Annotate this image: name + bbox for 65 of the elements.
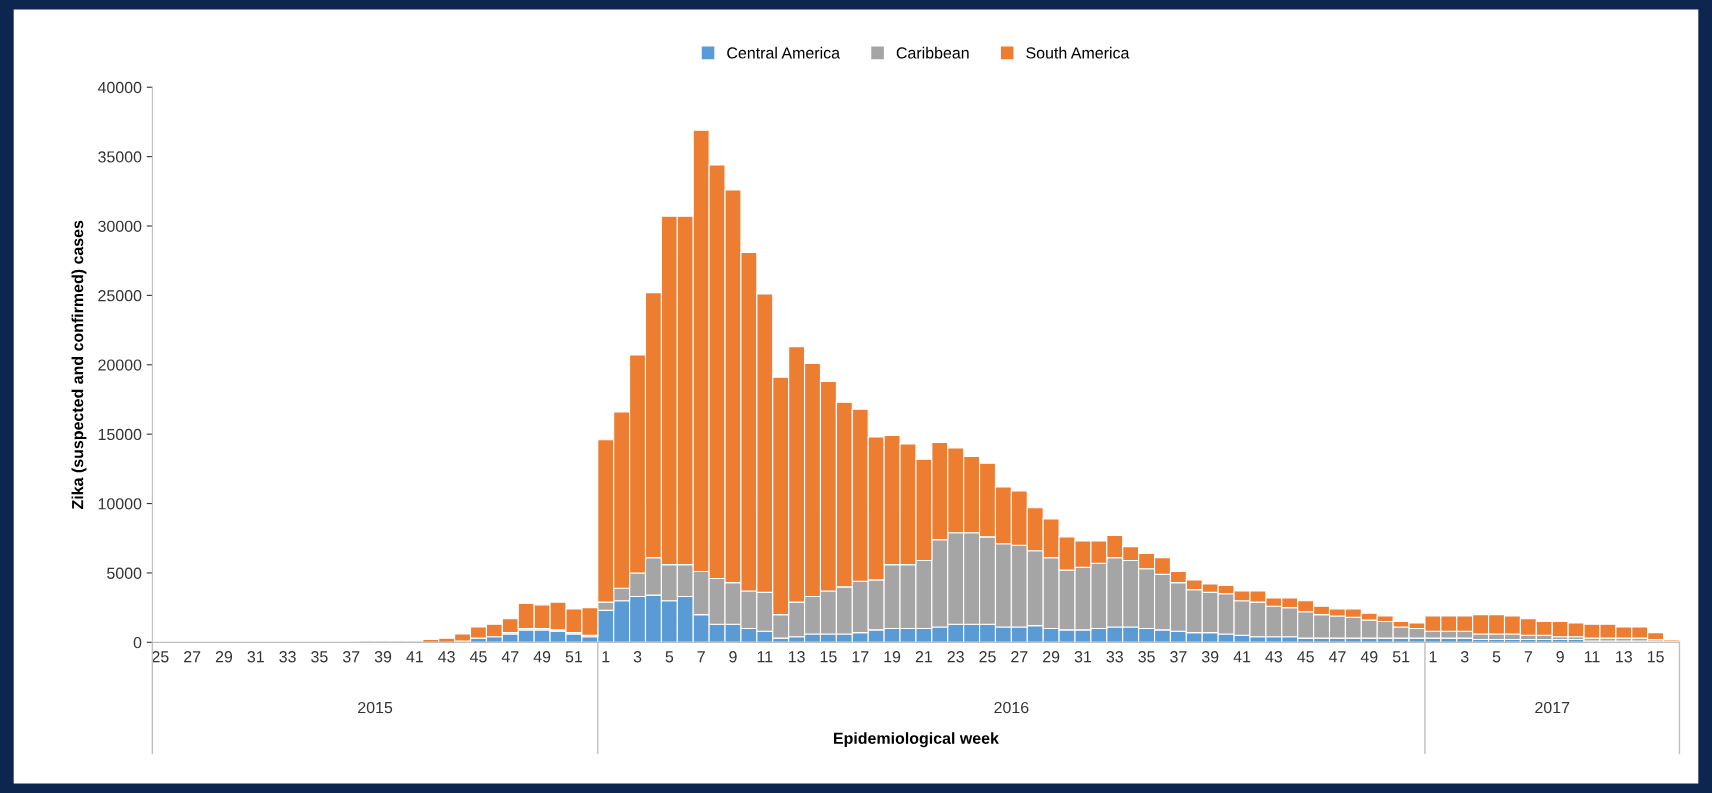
x-tick-label: 39 — [374, 651, 392, 663]
x-tick-label: 47 — [501, 651, 519, 663]
x-tick-label: 3 — [1460, 651, 1469, 663]
x-tick-label: 31 — [247, 651, 264, 663]
legend-label: Central America — [727, 46, 841, 59]
x-tick-label: 21 — [915, 651, 932, 663]
y-tick-label: 40000 — [97, 81, 142, 94]
x-tick-label: 41 — [1233, 651, 1251, 663]
x-tick-label: 13 — [1616, 651, 1632, 663]
x-tick-label: 31 — [1074, 651, 1092, 663]
x-tick-label: 7 — [1524, 651, 1532, 663]
x-tick-label: 37 — [342, 651, 360, 663]
x-tick-label: 9 — [1556, 651, 1564, 663]
x-tick-label: 35 — [1138, 651, 1155, 663]
y-tick-label: 15000 — [98, 428, 142, 441]
x-tick-label: 51 — [565, 651, 583, 663]
x-tick-label: 29 — [1043, 651, 1060, 663]
x-tick-label: 51 — [1392, 651, 1410, 663]
x-tick-label: 33 — [1106, 651, 1123, 663]
x-tick-label: 39 — [1201, 651, 1219, 663]
x-tick-label: 1 — [602, 651, 610, 663]
y-tick-label: 20000 — [98, 359, 142, 371]
x-tick-label: 27 — [184, 651, 201, 663]
x-axis-title: Epidemiological week — [834, 732, 999, 748]
y-tick-label: 0 — [133, 636, 142, 649]
text: 2017 — [1535, 701, 1570, 714]
y-tick-label: 30000 — [98, 220, 142, 232]
x-tick-label: 49 — [533, 651, 551, 663]
x-tick-label: 37 — [1170, 651, 1187, 663]
x-tick-label: 45 — [1297, 651, 1314, 663]
y-axis-title: Zika (suspected and confirmed) cases — [71, 220, 87, 509]
y-tick-label: 25000 — [98, 290, 142, 302]
x-tick-label: 25 — [979, 651, 996, 663]
x-tick-label: 49 — [1360, 651, 1378, 663]
x-tick-label: 29 — [215, 651, 233, 663]
x-tick-label: 5 — [665, 651, 674, 663]
x-tick-label: 43 — [1265, 651, 1283, 663]
x-tick-label: 11 — [1584, 651, 1600, 663]
y-tick-label: 5000 — [107, 567, 142, 579]
x-tick-label: 15 — [820, 651, 837, 663]
x-tick-label: 23 — [947, 651, 964, 663]
x-tick-label: 45 — [469, 651, 487, 663]
x-tick-label: 35 — [311, 651, 328, 663]
text: 2015 — [358, 701, 393, 714]
x-tick-label: 5 — [1492, 651, 1501, 663]
x-tick-label: 17 — [852, 651, 869, 663]
y-tick-label: 10000 — [98, 498, 142, 510]
x-tick-label: 25 — [152, 651, 169, 663]
x-tick-label: 15 — [1647, 651, 1664, 663]
legend-label: Caribbean — [896, 46, 969, 59]
legend-label: South America — [1026, 46, 1130, 59]
x-tick-label: 9 — [729, 651, 737, 663]
x-tick-label: 3 — [633, 651, 642, 663]
x-tick-label: 33 — [279, 651, 296, 663]
x-tick-label: 47 — [1328, 651, 1346, 663]
x-tick-label: 7 — [697, 651, 705, 663]
x-tick-label: 43 — [438, 651, 455, 663]
x-tick-label: 27 — [1011, 651, 1028, 663]
text: 2016 — [994, 701, 1029, 714]
x-tick-label: 1 — [1429, 651, 1437, 663]
x-tick-label: 11 — [757, 651, 773, 663]
x-tick-label: 13 — [788, 651, 805, 663]
y-tick-label: 35000 — [98, 151, 142, 163]
x-tick-label: 41 — [406, 651, 423, 663]
x-tick-label: 19 — [884, 651, 901, 663]
